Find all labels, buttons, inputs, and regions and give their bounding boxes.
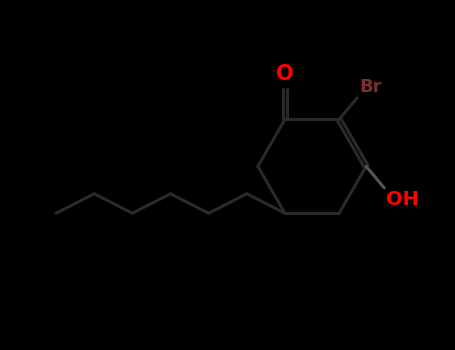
Text: O: O: [276, 64, 294, 84]
Text: Br: Br: [359, 78, 382, 96]
Text: OH: OH: [386, 190, 420, 209]
